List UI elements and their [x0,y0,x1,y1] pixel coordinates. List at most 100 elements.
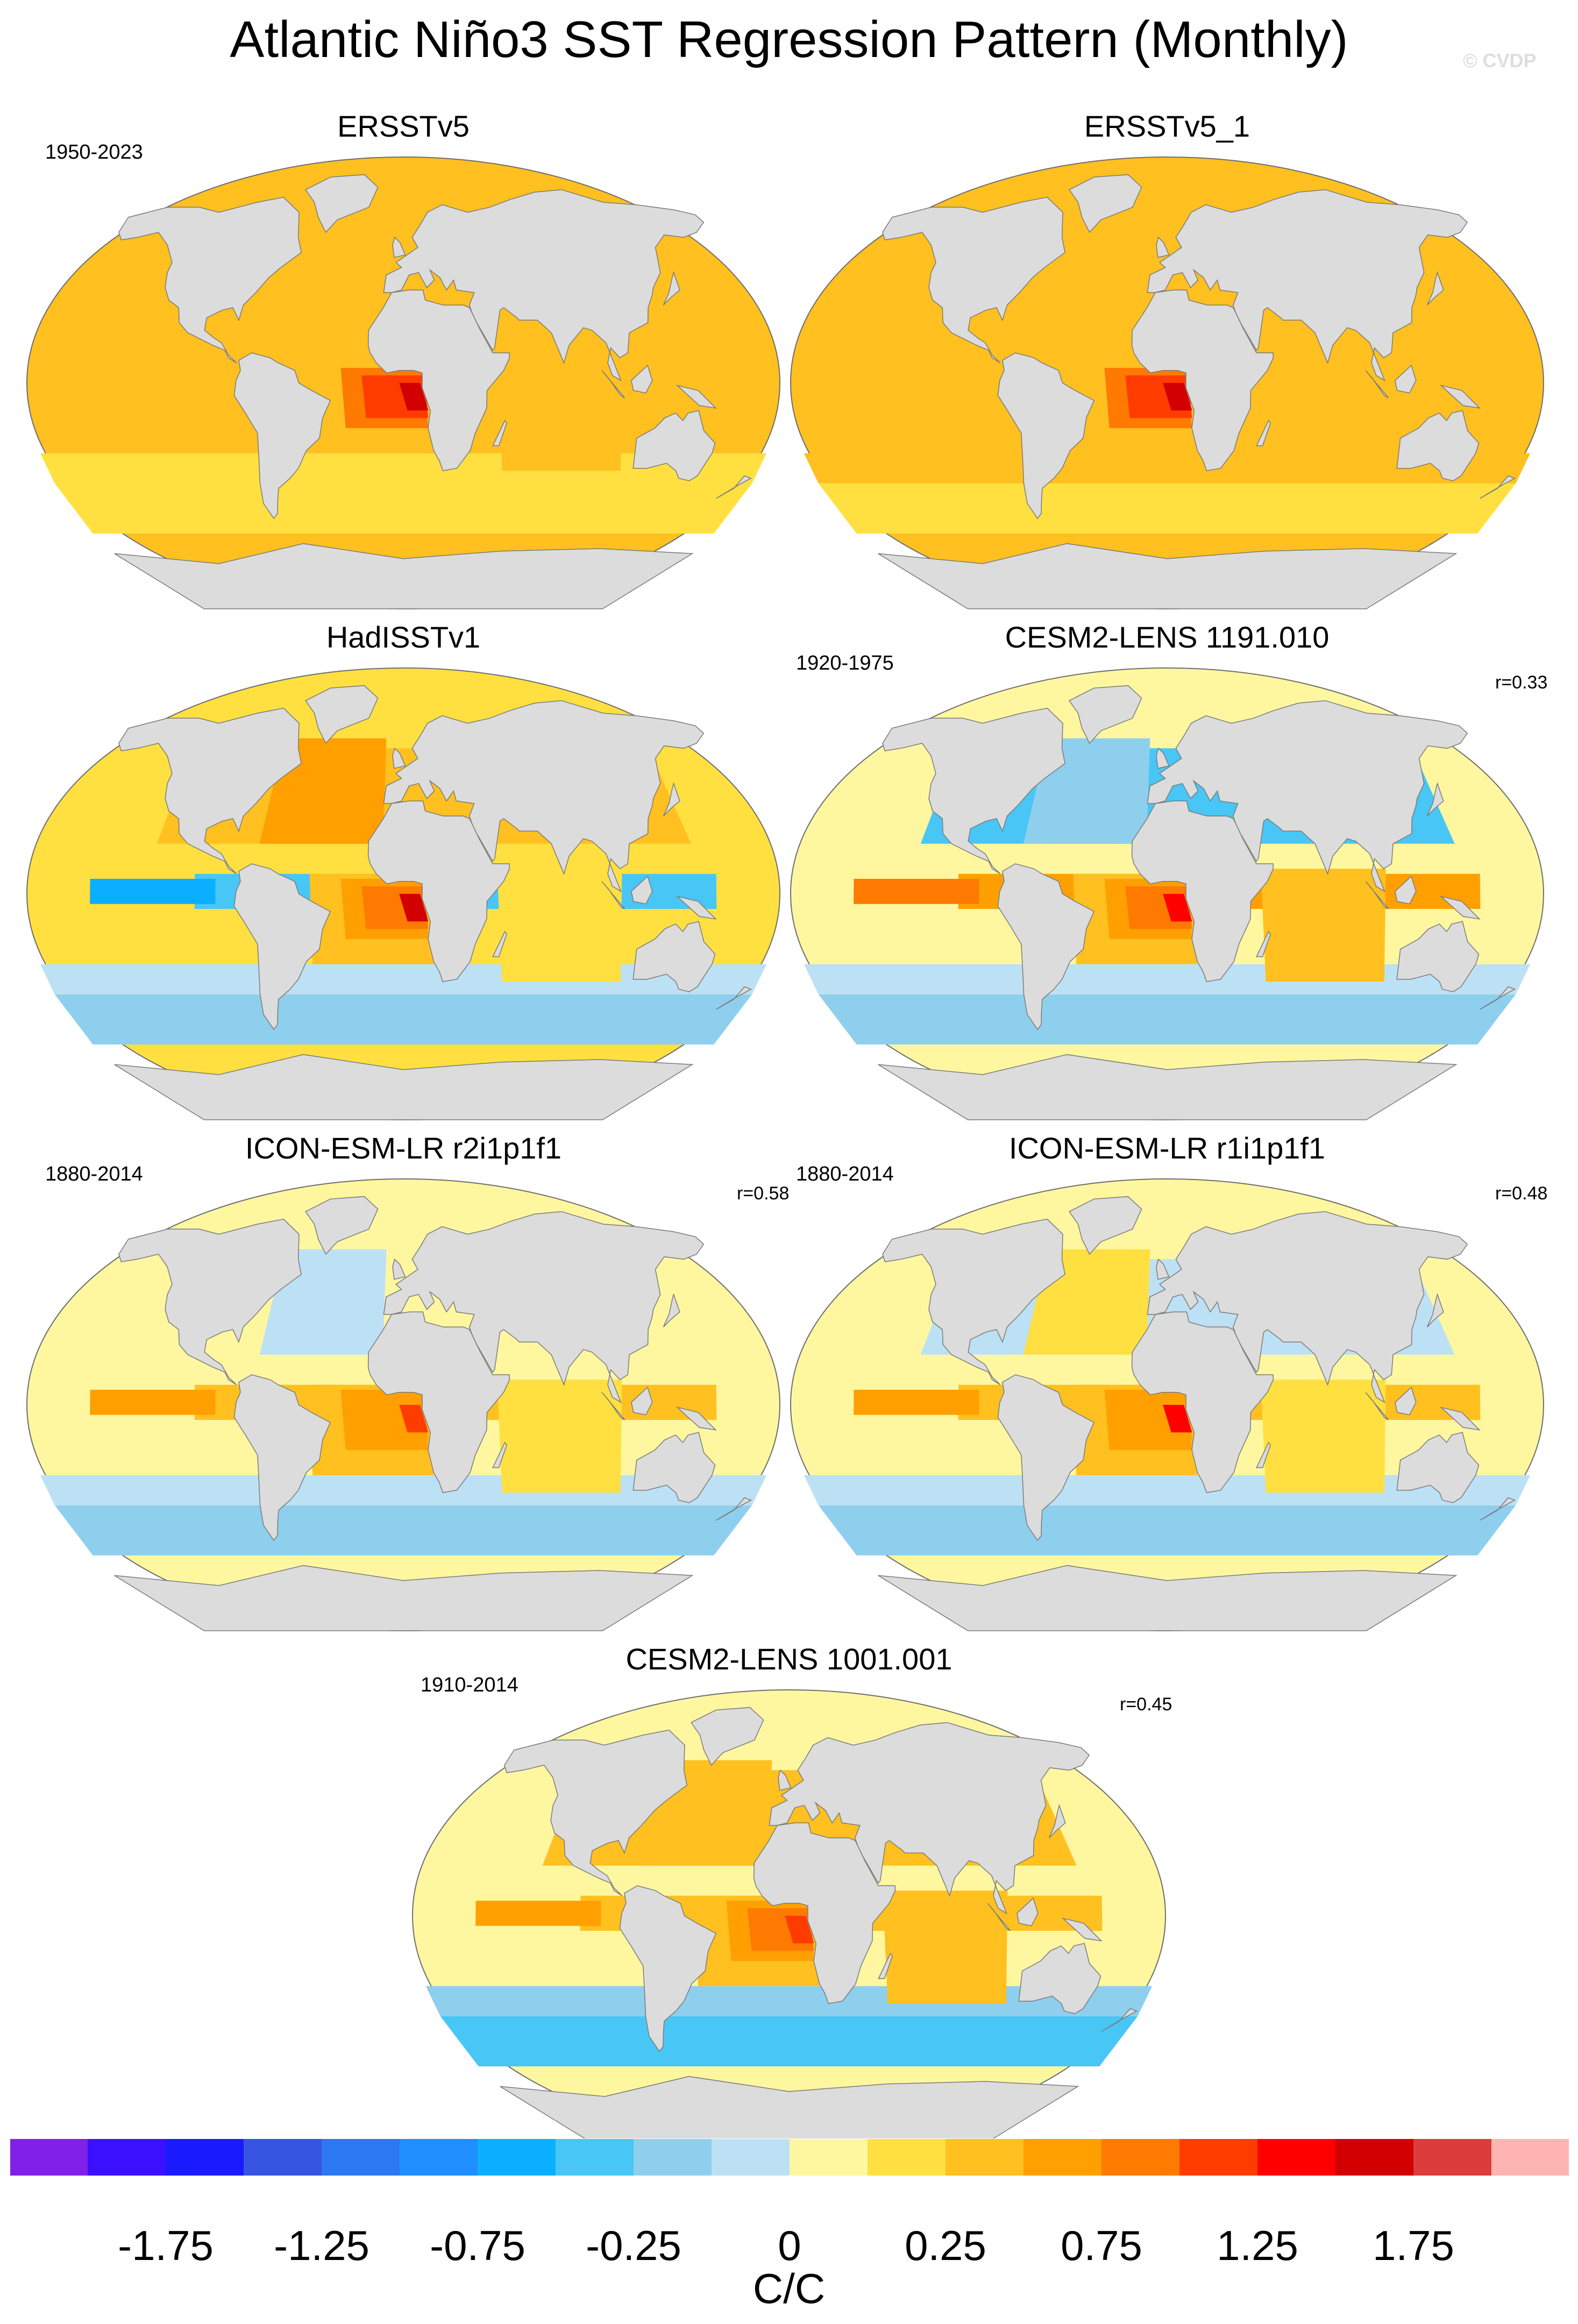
colorbar-tick-label: 1.25 [1217,2222,1298,2269]
map-panel-icon-r2i1p1f1: ICON-ESM-LR r2i1p1f1 1880-2014 r=0.58 [22,1129,789,1646]
land-mask-eurasia [769,1722,1090,1915]
land-mask-nz [1480,475,1516,499]
colorbar-box [322,2138,400,2176]
land-mask-greenland [304,1196,379,1255]
regression-field-region [883,1891,1008,2004]
land-mask-australia [1396,1432,1480,1503]
pattern-correlation: r=0.58 [737,1183,790,1204]
colorbar-box [478,2138,556,2176]
land-mask-madagascar [1256,1441,1271,1468]
land-mask-namerica [504,1729,688,1896]
land-mask-newguinea [1061,1917,1103,1942]
land-mask-samerica [233,863,331,1030]
land-mask-japan [663,1293,680,1327]
panel-title: CESM2-LENS 1001.001 [625,1642,953,1676]
land-mask-madagascar [492,420,508,446]
regression-field-region [90,879,216,904]
colorbar [10,2138,1569,2176]
land-mask-australia [632,921,716,992]
land-mask-antarctica [878,1054,1458,1120]
land-mask-samerica [619,1885,717,2052]
panel-period: 1910-2014 [421,1674,518,1696]
regression-field-region [1261,1380,1386,1493]
land-mask-eurasia [383,700,705,893]
land-mask-japan [1426,782,1444,816]
land-mask-samerica [997,863,1095,1030]
land-mask-borneo [1395,364,1417,394]
colorbar-box [1491,2138,1569,2176]
land-mask-nz [1480,986,1516,1010]
land-mask-borneo [631,364,653,394]
land-mask-samerica [997,352,1095,520]
land-mask-britain [392,236,406,258]
regression-field-region [1163,894,1192,922]
colorbar-tick-label: 1.75 [1373,2222,1454,2269]
land-mask-japan [1048,1804,1066,1838]
land-mask-borneo [1395,875,1417,905]
land-mask-namerica [882,1218,1066,1385]
colorbar-box [10,2138,88,2176]
colorbar-box [88,2138,166,2176]
land-mask-madagascar [878,1952,893,1979]
figure-title: Atlantic Niño3 SST Regression Pattern (M… [230,11,1348,68]
land-mask-namerica [118,196,302,364]
colorbar-tick-label: -1.75 [118,2222,214,2269]
panel-title: ICON-ESM-LR r2i1p1f1 [245,1131,562,1165]
land-mask-eurasia [383,189,705,382]
land-mask-greenland [304,685,379,744]
pattern-correlation: r=0.45 [1120,1694,1172,1715]
regression-field-region [497,869,622,982]
panel-title: HadISSTv1 [326,620,481,654]
land-mask-samerica [997,1374,1095,1541]
land-mask-eurasia [383,1211,705,1404]
land-mask-britain [1156,236,1170,258]
pattern-correlation: r=0.33 [1495,672,1548,693]
land-mask-namerica [882,196,1066,364]
colorbar-box [1257,2138,1336,2176]
land-mask-sumatra [987,1903,1011,1931]
land-mask-madagascar [492,1441,508,1468]
sst-map [26,1178,780,1631]
land-mask-madagascar [1256,930,1271,957]
map-panel-cesm2-1191: CESM2-LENS 1191.010 1920-1975 r=0.33 [785,619,1549,1135]
land-mask-samerica [233,352,331,520]
panel-title: CESM2-LENS 1191.010 [1005,620,1330,654]
colorbar-box [712,2138,790,2176]
land-mask-africa [1131,1311,1274,1494]
land-mask-britain [1156,747,1170,769]
land-mask-africa [367,800,510,983]
regression-field-region [497,358,622,471]
land-mask-nz [716,475,752,499]
colorbar-box [634,2138,712,2176]
colorbar-box [1335,2138,1414,2176]
land-mask-madagascar [1256,420,1271,446]
land-mask-australia [1396,410,1480,481]
land-mask-australia [1018,1943,1101,2014]
colorbar-frame [10,2138,1569,2176]
land-mask-madagascar [492,930,508,957]
colorbar-box [166,2138,244,2176]
map-panel-ersstv5: ERSSTv5 1950-2023 [22,108,785,624]
colorbar-units: C/C [752,2265,826,2312]
land-mask-sumatra [1365,1392,1389,1420]
land-mask-britain [392,1258,406,1280]
land-mask-australia [632,410,716,481]
land-mask-namerica [118,707,302,875]
regression-field-region [475,1901,601,1926]
colorbar-box [1179,2138,1258,2176]
regression-field-region [1163,383,1192,411]
land-mask-africa [753,1822,896,2005]
land-mask-britain [778,1769,792,1791]
regression-field-region [440,2016,1138,2066]
land-mask-antarctica [878,1565,1458,1631]
colorbar-box [790,2138,868,2176]
colorbar-tick-label: -0.75 [430,2222,525,2269]
land-mask-newguinea [676,1406,717,1431]
land-mask-japan [1426,271,1444,305]
colorbar-box [946,2138,1024,2176]
regression-field-region [854,1390,979,1415]
regression-field-region [90,1390,216,1415]
land-mask-japan [1426,1293,1444,1327]
regression-field-region [1163,1405,1192,1433]
colorbar-box [1023,2138,1102,2176]
